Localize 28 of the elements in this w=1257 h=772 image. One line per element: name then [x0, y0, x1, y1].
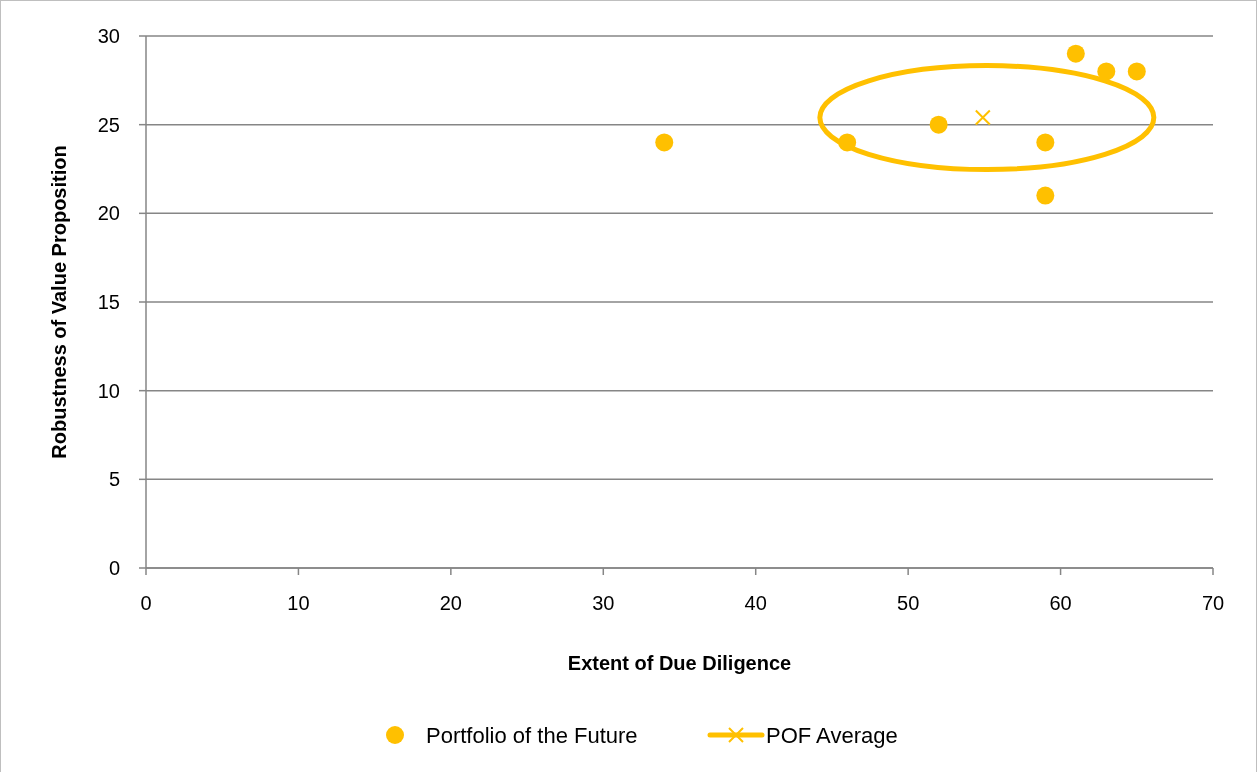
- point: [1036, 133, 1055, 152]
- x-tick-label: 20: [439, 592, 462, 614]
- x-tick-label: 40: [744, 592, 767, 614]
- point: [1036, 186, 1055, 205]
- point: [1066, 44, 1085, 63]
- x-tick-label: 0: [140, 592, 152, 614]
- x-tick-label: 10: [287, 592, 310, 614]
- y-tick-label: 5: [108, 468, 120, 491]
- point: [929, 115, 948, 134]
- y-tick-label: 20: [97, 202, 120, 225]
- y-tick-label: 30: [97, 25, 120, 47]
- legend-label: POF Average: [766, 722, 898, 748]
- y-tick-label: 0: [108, 557, 120, 579]
- point: [655, 133, 674, 152]
- legend-label: Portfolio of the Future: [426, 722, 638, 748]
- x-tick-label: 60: [1049, 592, 1072, 614]
- point: [1097, 62, 1116, 81]
- x-tick-label: 50: [897, 592, 920, 614]
- point: [1127, 62, 1146, 81]
- x-tick-label: 30: [592, 592, 615, 614]
- x-axis-title: Extent of Due Diligence: [567, 652, 792, 674]
- x-tick-label: 70: [1201, 592, 1225, 614]
- point: [974, 109, 991, 126]
- y-tick-label: 25: [97, 113, 120, 136]
- y-tick-label: 10: [97, 379, 120, 402]
- y-tick-label: 15: [97, 291, 120, 313]
- point: [838, 133, 857, 152]
- y-axis-title: Robustness of Value Proposition: [48, 145, 70, 459]
